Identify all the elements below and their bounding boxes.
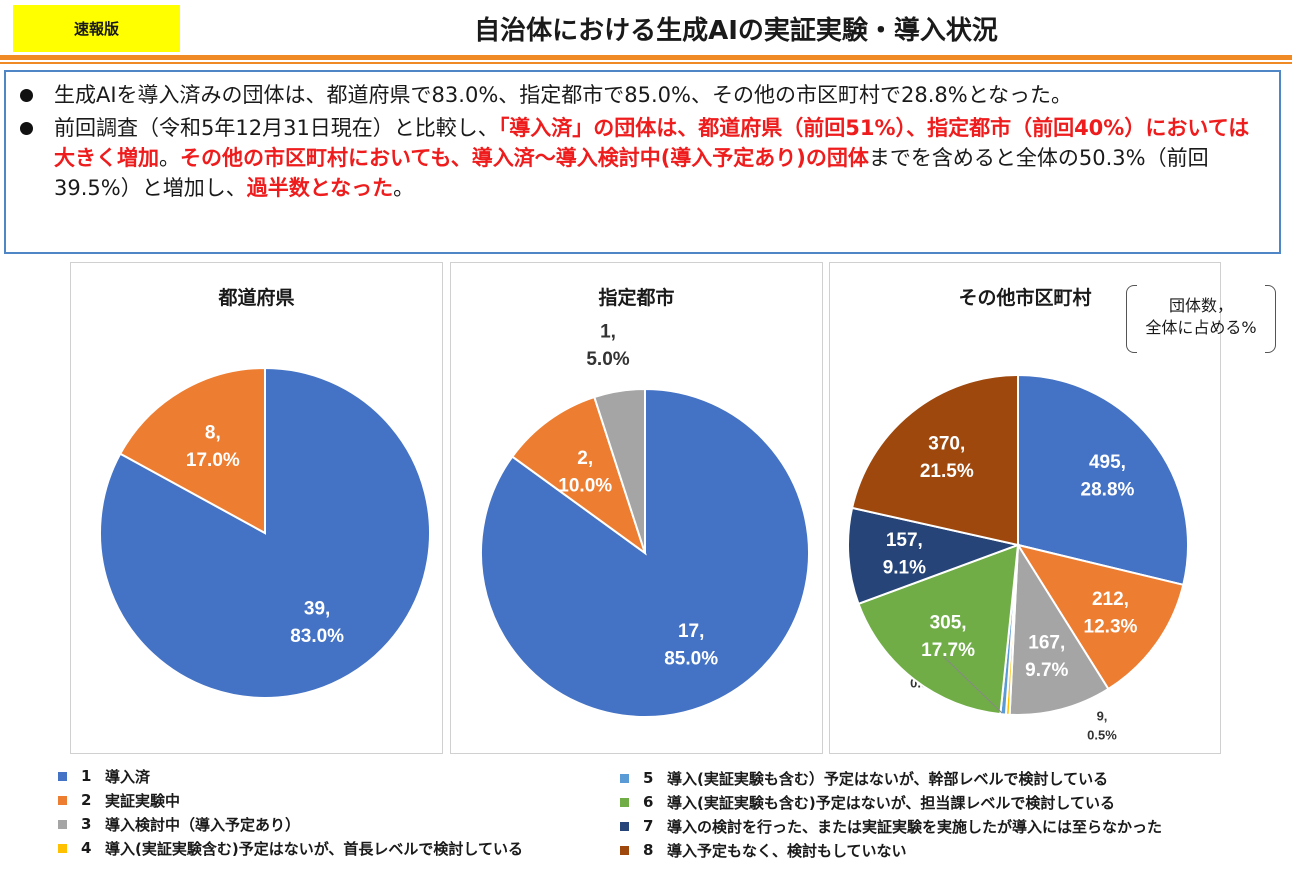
data-label: 167, 9.7% [1025,633,1068,682]
legend-label: 導入検討中（導入予定あり） [105,815,301,834]
pie-slice [1017,373,1189,587]
pie-slice [510,395,647,556]
data-label: 495, 28.8% [1081,452,1135,501]
legend-label: 導入済 [105,767,151,786]
summary-text-segment: 「導入済」の団体は、都道府県（前回51%）、指定都市（前回40%）においては大き… [54,116,1250,170]
data-label: 9, 0.5% [1087,708,1117,742]
summary-box: 生成AIを導入済みの団体は、都道府県で83.0%、指定都市で85.0%、その他の… [4,70,1281,254]
data-label: 17, 85.0% [664,621,718,670]
summary-bullet-2: 前回調査（令和5年12月31日現在）と比較し、「導入済」の団体は、都道府県（前回… [20,113,1269,203]
chart-title: その他市区町村 [958,287,1092,309]
legend-item-6: 6 導入(実証実験も含む)予定はないが、担当課レベルで検討している [620,790,1162,814]
legend-swatch [58,771,67,781]
legend-swatch [620,773,629,783]
chart-panel-other-municipalities: その他市区町村 495,28.8%212,12.3%167,9.7%6,0.3%… [829,262,1276,754]
legend-label: 導入の検討を行った、または実証実験を実施したが導入には至らなかった [667,817,1163,836]
legend-item-1: 1 導入済 [58,764,523,788]
pie-slice [847,506,1022,606]
legend-swatch [58,843,67,853]
header-divider [0,55,1292,60]
data-label: 2, 10.0% [558,448,612,497]
legend-number: 8 [643,841,654,859]
legend-label: 実証実験中 [105,791,181,810]
unit-note-line2: 全体に占める% [1145,318,1257,337]
unit-note: 団体数， 全体に占める% [1126,285,1276,353]
legend-number: 5 [643,769,654,787]
legend-label: 導入(実証実験も含む）予定はないが、幹部レベルで検討している [667,769,1109,788]
summary-text-segment: 過半数となった [246,176,394,200]
pie-slice [118,366,266,535]
data-label: 157, 9.1% [883,530,926,579]
legend-number: 4 [81,839,92,857]
pie-slice [593,387,646,554]
legend-number: 2 [81,791,92,809]
pie-chart-prefectures: 39, 83.0% 8, 17.0% [99,366,431,699]
pie-slice [857,543,1020,716]
summary-bullet-1: 生成AIを導入済みの団体は、都道府県で83.0%、指定都市で85.0%、その他の… [20,80,1269,110]
legend-item-5: 5 導入(実証実験も含む）予定はないが、幹部レベルで検討している [620,766,1162,790]
pie-slice [1015,543,1185,691]
legend-swatch [620,797,629,807]
legend-item-3: 3 導入検討中（導入予定あり） [58,812,523,836]
legend-left: 1 導入済 2 実証実験中 3 導入検討中（導入予定あり） 4 導入(実証実験含む)予定はない… [58,764,523,860]
leader-line [942,655,1003,714]
data-label: 39, 83.0% [290,598,344,647]
legend-right: 5 導入(実証実験も含む）予定はないが、幹部レベルで検討している 6 導入(実証実験も… [620,766,1162,862]
legend-item-7: 7 導入の検討を行った、または実証実験を実施したが導入には至らなかった [620,814,1162,838]
data-label: 8, 17.0% [186,422,240,471]
chart-title: 都道府県 [218,287,295,309]
pie-chart-designated-cities: 17, 85.0% 2, 10.0% 1, 5.0% [480,321,810,718]
data-label: 212, 12.3% [1084,589,1138,638]
unit-note-line1: 団体数， [1168,296,1233,315]
legend-number: 6 [643,793,654,811]
legend-number: 7 [643,817,654,835]
summary-text-segment: 。 [159,146,180,170]
legend-swatch [58,819,67,829]
legend-label: 導入予定もなく、検討もしていない [667,841,907,860]
data-label: 1, 5.0% [586,321,629,370]
legend-label: 導入(実証実験含む)予定はないが、首長レベルで検討している [105,839,523,858]
chart-panel-designated-cities: 指定都市 17, 85.0% 2, 10.0% 1, 5.0% [450,262,823,754]
legend-item-2: 2 実証実験中 [58,788,523,812]
header-divider-thin [0,62,1292,64]
legend-label: 導入(実証実験も含む)予定はないが、担当課レベルで検討している [667,793,1115,812]
pie-slice [1008,541,1110,716]
chart-panel-prefectures: 都道府県 39, 83.0% 8, 17.0% [70,262,443,754]
legend-swatch [58,795,67,805]
chart-title: 指定都市 [598,287,675,309]
data-label: 305, 17.7% [921,612,975,661]
summary-text-segment: 。 [393,176,415,200]
summary-text-segment: その他の市区町村においても、導入済～導入検討中(導入予定あり)の団体 [180,146,869,170]
page-title: 自治体における生成AIの実証実験・導入状況 [474,16,998,46]
pie-chart-other-municipalities: 495,28.8%212,12.3%167,9.7%6,0.3%9,0.5%30… [847,373,1189,742]
summary-text-segment: までを含めると全体の50.3%（前回39.5%）と増加し、 [54,146,1209,200]
legend-swatch [620,845,629,855]
legend-number: 3 [81,815,92,833]
legend-item-4: 4 導入(実証実験含む)予定はないが、首長レベルで検討している [58,836,523,860]
legend-number: 1 [81,767,92,785]
legend-swatch [620,821,629,831]
legend-item-8: 8 導入予定もなく、検討もしていない [620,838,1162,862]
pie-slice [850,373,1019,547]
status-badge: 速報版 [13,5,180,52]
summary-text-segment: 前回調査（令和5年12月31日現在）と比較し、 [54,116,499,140]
data-label: 370, 21.5% [920,433,974,482]
